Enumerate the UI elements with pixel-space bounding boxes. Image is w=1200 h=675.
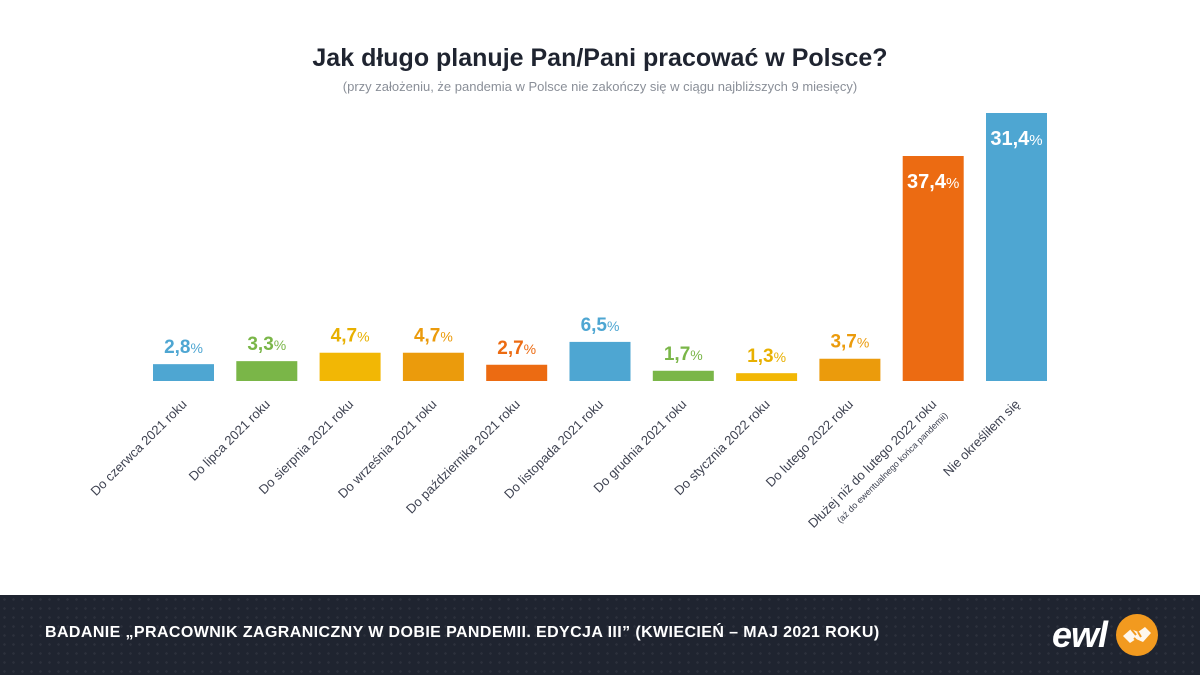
category-label-1: Do lipca 2021 roku (186, 397, 273, 484)
value-label-8: 3,7% (830, 332, 869, 353)
value-label-1: 3,3% (247, 334, 286, 355)
handshake-icon (1116, 614, 1158, 656)
value-label-0: 2,8% (164, 337, 203, 358)
category-note-9: (aż do ewentualnego końca pandemii) (835, 410, 950, 525)
logo-wordmark: ewl (1052, 614, 1108, 655)
bar-0 (153, 364, 214, 381)
value-label-6: 1,7% (664, 344, 703, 365)
bar-8 (819, 358, 881, 381)
bar-10 (986, 113, 1047, 381)
bar-3 (402, 352, 464, 381)
bar-6 (652, 370, 714, 381)
value-label-3: 4,7% (414, 326, 453, 347)
category-label-10: Nie określiłem się (940, 397, 1023, 480)
chart-subtitle: (przy założeniu, że pandemia w Polsce ni… (342, 79, 858, 94)
bar-chart: 2,8% Do czerwca 2021 roku 3,3% Do lipca 202… (88, 113, 1047, 531)
value-label-7: 1,3% (747, 346, 786, 367)
bar-7 (736, 373, 798, 381)
category-label-8: Do lutego 2022 roku (763, 397, 856, 490)
company-logo: ewl (1052, 608, 1162, 662)
value-label-5: 6,5% (581, 315, 620, 336)
footer-bar: BADANIE „PRACOWNIK ZAGRANICZNY W DOBIE P… (0, 595, 1200, 675)
category-label-7: Do stycznia 2022 roku (671, 397, 773, 499)
value-label-2: 4,7% (331, 326, 370, 347)
category-label-2: Do sierpnia 2021 roku (256, 397, 357, 498)
bar-9 (902, 156, 964, 381)
value-label-4: 2,7% (497, 338, 536, 359)
footer-caption: BADANIE „PRACOWNIK ZAGRANICZNY W DOBIE P… (45, 624, 880, 641)
category-label-6: Do grudnia 2021 roku (590, 397, 689, 496)
bar-5 (569, 341, 631, 381)
bar-1 (236, 361, 298, 381)
category-label-0: Do czerwca 2021 roku (88, 397, 190, 499)
value-label-9: 37,4% (907, 171, 959, 193)
value-label-10: 31,4% (990, 128, 1042, 150)
chart-title: Jak długo planuje Pan/Pani pracować w Po… (312, 44, 888, 72)
bar-2 (319, 352, 381, 381)
bar-4 (486, 364, 548, 381)
